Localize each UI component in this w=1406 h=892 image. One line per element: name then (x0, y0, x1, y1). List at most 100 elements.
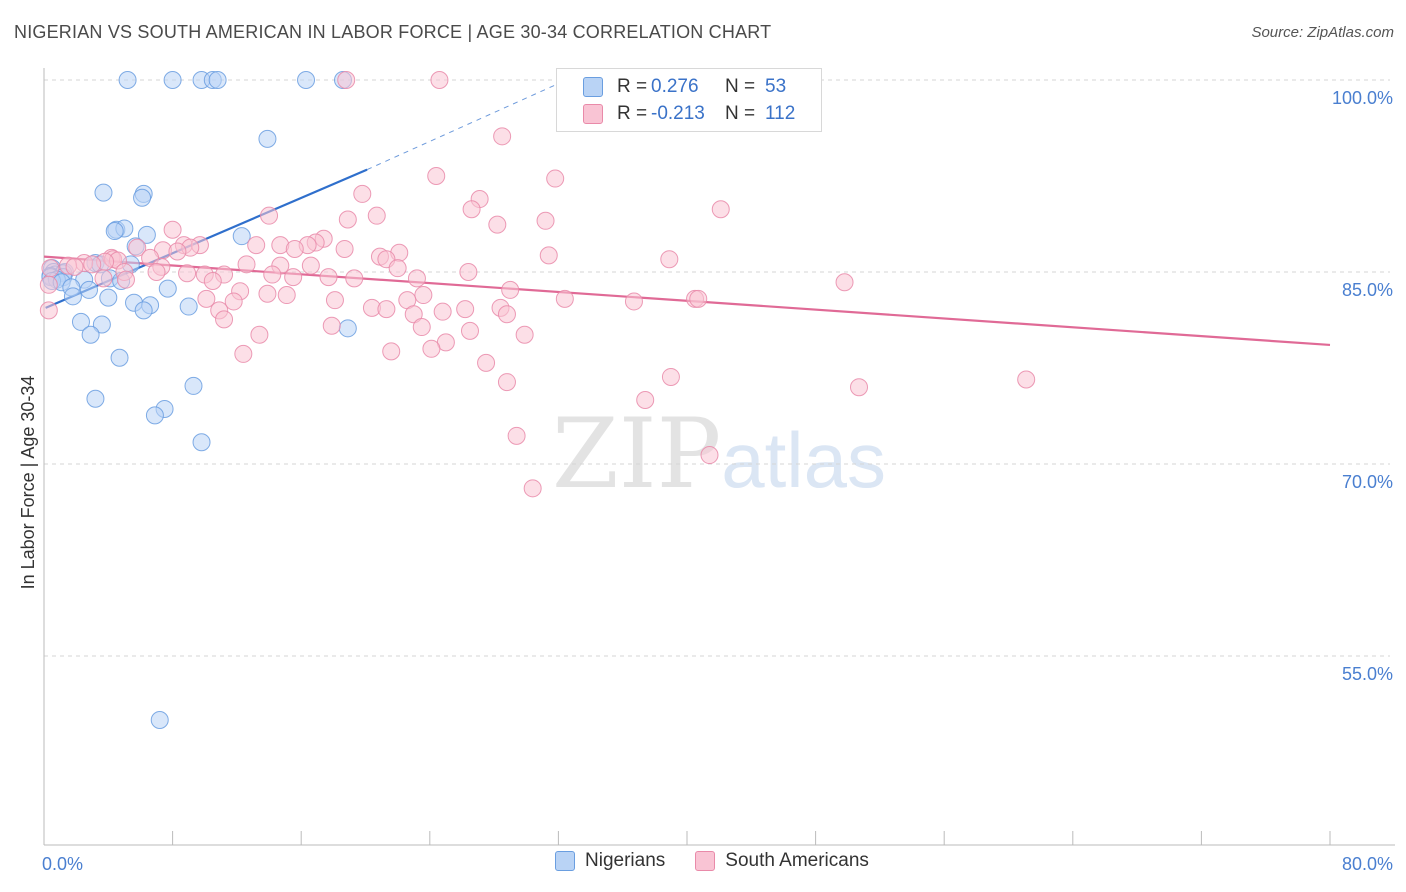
south-american-point (497, 305, 516, 324)
south-americans-swatch (695, 851, 716, 871)
south-american-point (338, 210, 357, 229)
y-tick-label: 100.0% (1332, 88, 1393, 108)
south-american-point (234, 344, 253, 363)
nigerian-point (192, 433, 211, 452)
nigerian-point (297, 71, 316, 89)
south-american-point (407, 269, 426, 288)
south-american-point (147, 263, 166, 281)
y-tick-label: 70.0% (1342, 472, 1393, 492)
south-american-point (285, 239, 304, 258)
south-american-point (459, 263, 478, 281)
south-american-point (250, 325, 269, 344)
south-american-point (337, 71, 356, 89)
x-tick-label: 0.0% (42, 854, 83, 874)
south-american-point (116, 270, 135, 289)
south-american-point (377, 300, 396, 319)
nigerian-point (94, 183, 113, 202)
nigerian-point (208, 71, 227, 89)
nigerian-point (105, 222, 124, 241)
south-american-point (661, 367, 680, 386)
south-american-point (345, 269, 364, 288)
south-american-point (555, 289, 574, 308)
legend-item-nigerians[interactable]: Nigerians (555, 850, 665, 872)
south-american-point (477, 353, 496, 372)
nigerian-point (184, 376, 203, 395)
r-value: 0.276 (651, 76, 699, 97)
legend-row-nigerians: R = 0.276 N = 53 (557, 74, 786, 100)
south-american-point (322, 316, 341, 335)
south-american-point (94, 269, 113, 288)
legend-row-south-americans: R = -0.213 N = 112 (557, 101, 795, 127)
nigerian-point (63, 287, 82, 306)
south-american-point (247, 236, 266, 255)
y-axis-title: In Labor Force | Age 30-34 (18, 376, 38, 590)
r-label: R = (617, 76, 648, 97)
correlation-legend: R = 0.276 N = 53 R = -0.213 N = 112 (556, 68, 822, 132)
south-american-point (39, 275, 58, 294)
legend-label: South Americans (725, 850, 869, 871)
south-american-point (388, 259, 407, 278)
nigerian-point (258, 129, 277, 148)
nigerian-point (92, 315, 111, 334)
south-american-point (850, 378, 869, 397)
south-american-point (456, 300, 475, 319)
n-label: N = (725, 76, 756, 97)
south-american-point (433, 302, 452, 321)
south-american-point (515, 325, 534, 344)
r-label: R = (617, 103, 648, 124)
south-american-point (624, 292, 643, 311)
nigerian-point (137, 225, 156, 244)
south-american-point (65, 257, 84, 276)
south-american-point (462, 200, 481, 219)
south-american-point (197, 289, 216, 308)
south-american-point (260, 206, 279, 225)
nigerian-point (86, 389, 105, 408)
axes (43, 68, 1395, 846)
south-american-point (546, 169, 565, 188)
south-american-point (319, 268, 338, 287)
legend-item-south-americans[interactable]: South Americans (695, 850, 869, 872)
south-american-point (404, 305, 423, 324)
nigerian-point (81, 325, 100, 344)
tick-labels: 100.0% 85.0% 70.0% 55.0% 0.0% 80.0% In Labor F… (18, 88, 1393, 874)
south-american-point (689, 289, 708, 308)
south-american-point (414, 286, 433, 305)
south-american-point (711, 200, 730, 219)
nigerians-swatch (555, 851, 575, 871)
south-american-point (83, 255, 102, 274)
south-american-point (168, 242, 187, 261)
source-label: Source: ZipAtlas.com (1251, 24, 1394, 41)
watermark: ZIPatlas (552, 398, 886, 510)
nigerian-point (134, 301, 153, 320)
south-american-point (325, 291, 344, 310)
south-american-point (835, 273, 854, 292)
south-american-point (539, 246, 558, 265)
south-american-point (507, 426, 526, 445)
south-american-point (536, 211, 555, 230)
nigerian-point (99, 288, 118, 307)
south-american-point (367, 206, 386, 225)
nigerian-point (163, 71, 182, 89)
south-american-point (660, 250, 679, 269)
south-american-point (163, 220, 182, 239)
nigerian-point (118, 71, 137, 89)
nigerian-point (110, 348, 129, 367)
series-legend: Nigerians South Americans (555, 850, 899, 872)
south-american-point (382, 342, 401, 361)
r-value: -0.213 (651, 103, 705, 124)
n-value: 112 (765, 103, 796, 124)
south-american-point (460, 321, 479, 340)
watermark-atlas: atlas (721, 416, 886, 504)
south-american-point (636, 391, 655, 409)
south-american-point (427, 167, 446, 185)
legend-label: Nigerians (585, 850, 666, 871)
south-american-point (203, 271, 222, 290)
south-american-point (258, 284, 277, 303)
south-american-point (284, 268, 303, 287)
south-american-point (335, 239, 354, 258)
nigerian-point (80, 280, 99, 299)
south-american-point (412, 318, 431, 337)
chart-title: NIGERIAN VS SOUTH AMERICAN IN LABOR FORC… (14, 22, 772, 42)
y-tick-label: 55.0% (1342, 664, 1393, 684)
n-value: 53 (765, 76, 787, 97)
